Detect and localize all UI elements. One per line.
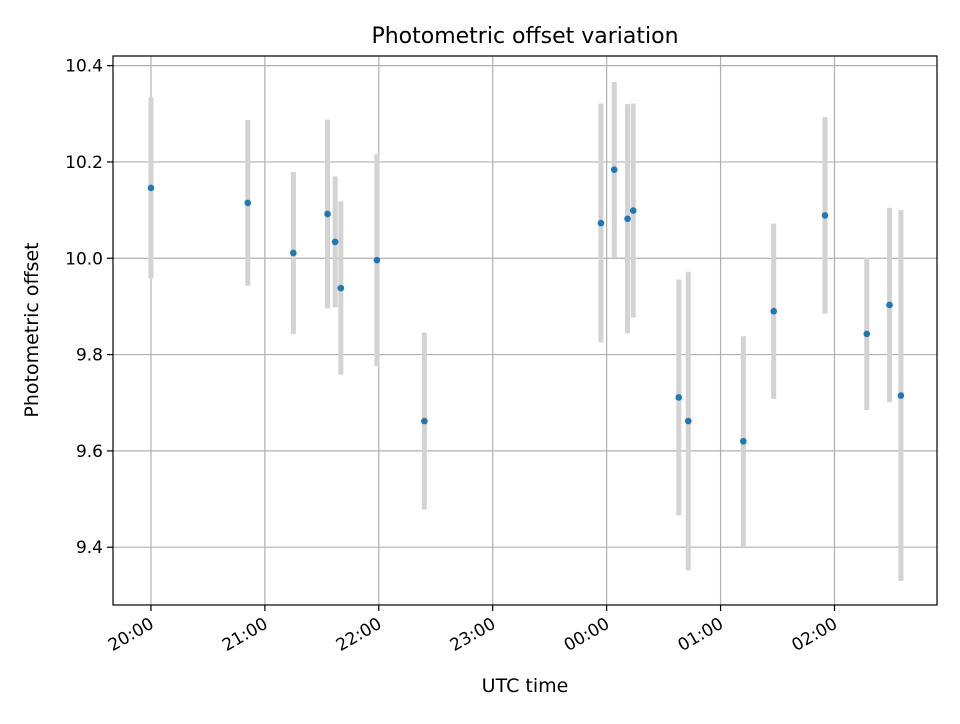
y-tick-label: 9.4 — [76, 538, 103, 558]
data-point — [624, 215, 631, 223]
data-point — [324, 210, 331, 218]
data-point — [684, 417, 692, 425]
data-point — [897, 392, 905, 399]
data-point — [290, 249, 297, 257]
data-point — [337, 284, 345, 292]
y-tick-label: 9.6 — [76, 442, 103, 462]
data-point — [610, 166, 618, 173]
data-point — [675, 394, 683, 401]
y-tick-label: 10.4 — [65, 57, 103, 77]
plot-area — [113, 56, 937, 605]
data-point — [147, 184, 155, 192]
data-point — [821, 212, 829, 219]
data-point — [331, 238, 339, 246]
data-point — [597, 219, 605, 227]
y-tick-label: 9.8 — [76, 346, 103, 366]
y-axis-label: Photometric offset — [21, 242, 43, 417]
data-point — [373, 256, 381, 264]
data-point — [740, 437, 747, 445]
data-point — [421, 417, 428, 425]
y-tick-label: 10.2 — [65, 153, 103, 173]
data-point — [886, 301, 893, 309]
data-point — [863, 330, 871, 338]
data-point — [629, 207, 637, 214]
plot-frame — [112, 55, 938, 606]
grid-layer — [113, 56, 937, 605]
x-axis-label: UTC time — [482, 675, 569, 697]
data-point — [770, 307, 778, 315]
data-point — [244, 199, 252, 207]
y-axis: 9.4 9.6 9.8 10.0 10.2 10.4 — [65, 57, 113, 558]
y-tick-label: 10.0 — [65, 249, 103, 269]
chart-title: Photometric offset variation — [371, 24, 678, 49]
point-layer — [147, 166, 905, 445]
